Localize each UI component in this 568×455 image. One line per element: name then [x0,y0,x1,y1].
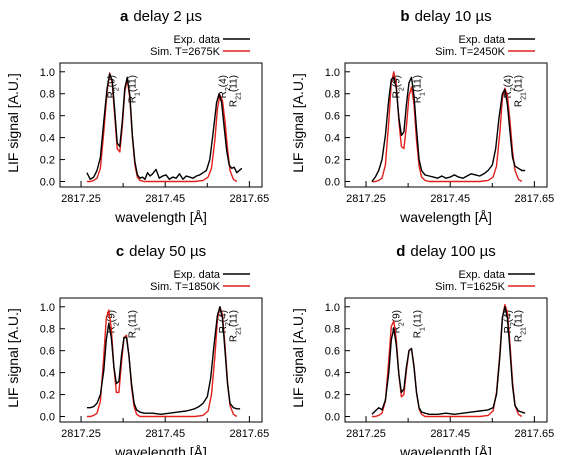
line-label: R21(11) [514,310,528,342]
series-line-simulation [371,71,523,183]
y-tick-label: 0.0 [325,177,340,189]
x-tick-label: 2817.65 [229,428,269,440]
y-axis-label: LIF signal [A.U.] [290,308,306,408]
chart-panel-d: d delay 100 µs 0.0 0.2 0.4 0.6 0.8 1.0 2817.25 28… [290,243,554,455]
line-label: R2(4) [503,75,517,98]
y-tick-label: 0.4 [40,133,55,145]
x-axis-label: wavelength [Å] [399,444,492,455]
y-axis-label: LIF signal [A.U.] [5,308,21,408]
line-label: R1(11) [413,310,427,338]
line-label: R2(9) [392,310,406,333]
legend-sim-temperature: 1850K [188,281,220,293]
y-tick-label: 1.0 [325,67,340,79]
panel-title-text: delay 2 µs [133,8,202,25]
series-line-experiment [371,306,526,415]
line-label: R1(11) [128,310,142,338]
y-axis-label: LIF signal [A.U.] [5,73,21,173]
x-tick-label: 2817.45 [430,193,470,205]
line-label: R21(11) [229,310,243,342]
y-tick-label: 0.6 [40,346,55,358]
x-tick-label: 2817.45 [145,193,185,205]
y-tick-label: 0.6 [325,111,340,123]
y-tick-label: 0.0 [325,412,340,424]
x-axis-label: wavelength [Å] [399,209,492,225]
x-tick-label: 2817.65 [514,193,554,205]
plot-frame [59,297,263,423]
legend-label-exp: Exp. data [174,34,221,46]
x-tick-label: 2817.25 [61,428,101,440]
y-tick-label: 0.0 [40,412,55,424]
legend-label-exp: Exp. data [459,269,506,281]
x-axis-label: wavelength [Å] [114,209,207,225]
y-tick-label: 0.4 [40,368,55,380]
plot-frame [344,62,548,188]
panel-title-text: delay 100 µs [410,243,495,260]
x-tick-label: 2817.45 [145,428,185,440]
plot-frame [344,297,548,423]
legend-label-sim: Sim. T=1850K [150,281,220,293]
y-tick-label: 0.6 [40,111,55,123]
y-tick-label: 0.2 [325,155,340,167]
line-label: R2(4) [218,75,232,98]
x-tick-label: 2817.25 [61,193,101,205]
y-tick-label: 0.8 [40,89,55,101]
panel-letter: c [116,243,124,260]
panel-title: c delay 50 µs [116,243,206,260]
chart-panel-a: a delay 2 µs 0.0 0.2 0.4 0.6 0.8 1.0 2817.25 2817… [5,8,269,225]
line-label: R1(11) [413,75,427,103]
legend-sim-temperature: 1625K [473,281,505,293]
legend-sim-prefix: Sim. T= [435,281,473,293]
y-tick-label: 0.4 [325,133,340,145]
x-tick-label: 2817.25 [346,428,386,440]
panel-letter: d [396,243,405,260]
y-tick-label: 0.2 [40,155,55,167]
legend-label-sim: Sim. T=1625K [435,281,505,293]
legend-sim-prefix: Sim. T= [435,46,473,58]
series-line-experiment [371,76,526,182]
y-tick-label: 0.8 [325,89,340,101]
x-tick-label: 2817.25 [346,193,386,205]
line-label: R21(11) [514,75,528,107]
line-label: R1(11) [128,75,142,103]
panel-title: d delay 100 µs [396,243,496,260]
chart-panel-c: c delay 50 µs 0.0 0.2 0.4 0.6 0.8 1.0 2817.25 281… [5,243,269,455]
line-label: R2(9) [107,310,121,333]
y-tick-label: 0.0 [40,177,55,189]
legend-sim-temperature: 2450K [473,46,505,58]
y-tick-label: 0.4 [325,368,340,380]
y-axis-label: LIF signal [A.U.] [290,73,306,173]
y-tick-label: 0.6 [325,346,340,358]
legend-label-exp: Exp. data [174,269,221,281]
x-tick-label: 2817.65 [514,428,554,440]
y-tick-label: 1.0 [40,302,55,314]
line-label: R21(11) [229,75,243,107]
legend-sim-temperature: 2675K [188,46,220,58]
legend-label-sim: Sim. T=2675K [150,46,220,58]
plot-frame [59,62,263,188]
panel-letter: a [120,8,129,25]
legend-sim-prefix: Sim. T= [150,281,188,293]
x-tick-label: 2817.45 [430,428,470,440]
y-tick-label: 0.8 [40,324,55,336]
y-tick-label: 0.8 [325,324,340,336]
x-axis-label: wavelength [Å] [114,444,207,455]
panel-title: b delay 10 µs [400,8,491,25]
legend-label-sim: Sim. T=2450K [435,46,505,58]
legend-label-exp: Exp. data [459,34,506,46]
series-line-experiment [86,73,243,181]
x-tick-label: 2817.65 [229,193,269,205]
y-tick-label: 1.0 [40,67,55,79]
panel-title-text: delay 50 µs [129,243,206,260]
panel-title-text: delay 10 µs [415,8,492,25]
chart-panel-b: b delay 10 µs 0.0 0.2 0.4 0.6 0.8 1.0 2817.25 281… [290,8,554,225]
legend-sim-prefix: Sim. T= [150,46,188,58]
y-tick-label: 1.0 [325,302,340,314]
series-line-experiment [86,306,241,415]
panel-title: a delay 2 µs [120,8,202,25]
y-tick-label: 0.2 [325,390,340,402]
panel-letter: b [400,8,409,25]
y-tick-label: 0.2 [40,390,55,402]
